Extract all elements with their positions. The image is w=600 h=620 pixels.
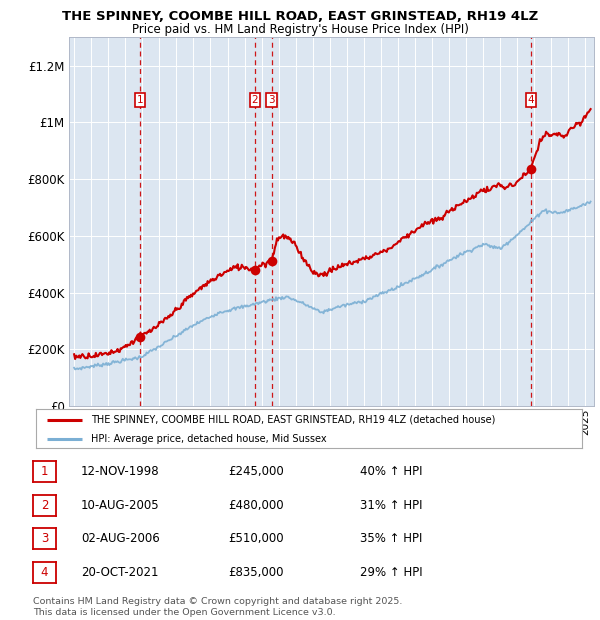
- Text: 35% ↑ HPI: 35% ↑ HPI: [360, 533, 422, 545]
- Text: 4: 4: [41, 566, 48, 578]
- Text: 2: 2: [41, 499, 48, 511]
- Text: 3: 3: [268, 95, 275, 105]
- Text: 2: 2: [251, 95, 258, 105]
- Text: 29% ↑ HPI: 29% ↑ HPI: [360, 566, 422, 578]
- Text: 31% ↑ HPI: 31% ↑ HPI: [360, 499, 422, 511]
- Text: 12-NOV-1998: 12-NOV-1998: [81, 466, 160, 478]
- Text: £480,000: £480,000: [228, 499, 284, 511]
- Text: 1: 1: [41, 466, 48, 478]
- Text: 02-AUG-2006: 02-AUG-2006: [81, 533, 160, 545]
- Text: 1: 1: [137, 95, 143, 105]
- Text: Contains HM Land Registry data © Crown copyright and database right 2025.
This d: Contains HM Land Registry data © Crown c…: [33, 598, 403, 617]
- Text: 40% ↑ HPI: 40% ↑ HPI: [360, 466, 422, 478]
- Text: 10-AUG-2005: 10-AUG-2005: [81, 499, 160, 511]
- Text: 4: 4: [527, 95, 534, 105]
- Text: £245,000: £245,000: [228, 466, 284, 478]
- Text: £510,000: £510,000: [228, 533, 284, 545]
- Text: THE SPINNEY, COOMBE HILL ROAD, EAST GRINSTEAD, RH19 4LZ (detached house): THE SPINNEY, COOMBE HILL ROAD, EAST GRIN…: [91, 415, 495, 425]
- Text: Price paid vs. HM Land Registry's House Price Index (HPI): Price paid vs. HM Land Registry's House …: [131, 23, 469, 36]
- Text: THE SPINNEY, COOMBE HILL ROAD, EAST GRINSTEAD, RH19 4LZ: THE SPINNEY, COOMBE HILL ROAD, EAST GRIN…: [62, 10, 538, 23]
- Text: HPI: Average price, detached house, Mid Sussex: HPI: Average price, detached house, Mid …: [91, 434, 326, 444]
- Text: £835,000: £835,000: [228, 566, 284, 578]
- Text: 20-OCT-2021: 20-OCT-2021: [81, 566, 158, 578]
- Text: 3: 3: [41, 533, 48, 545]
